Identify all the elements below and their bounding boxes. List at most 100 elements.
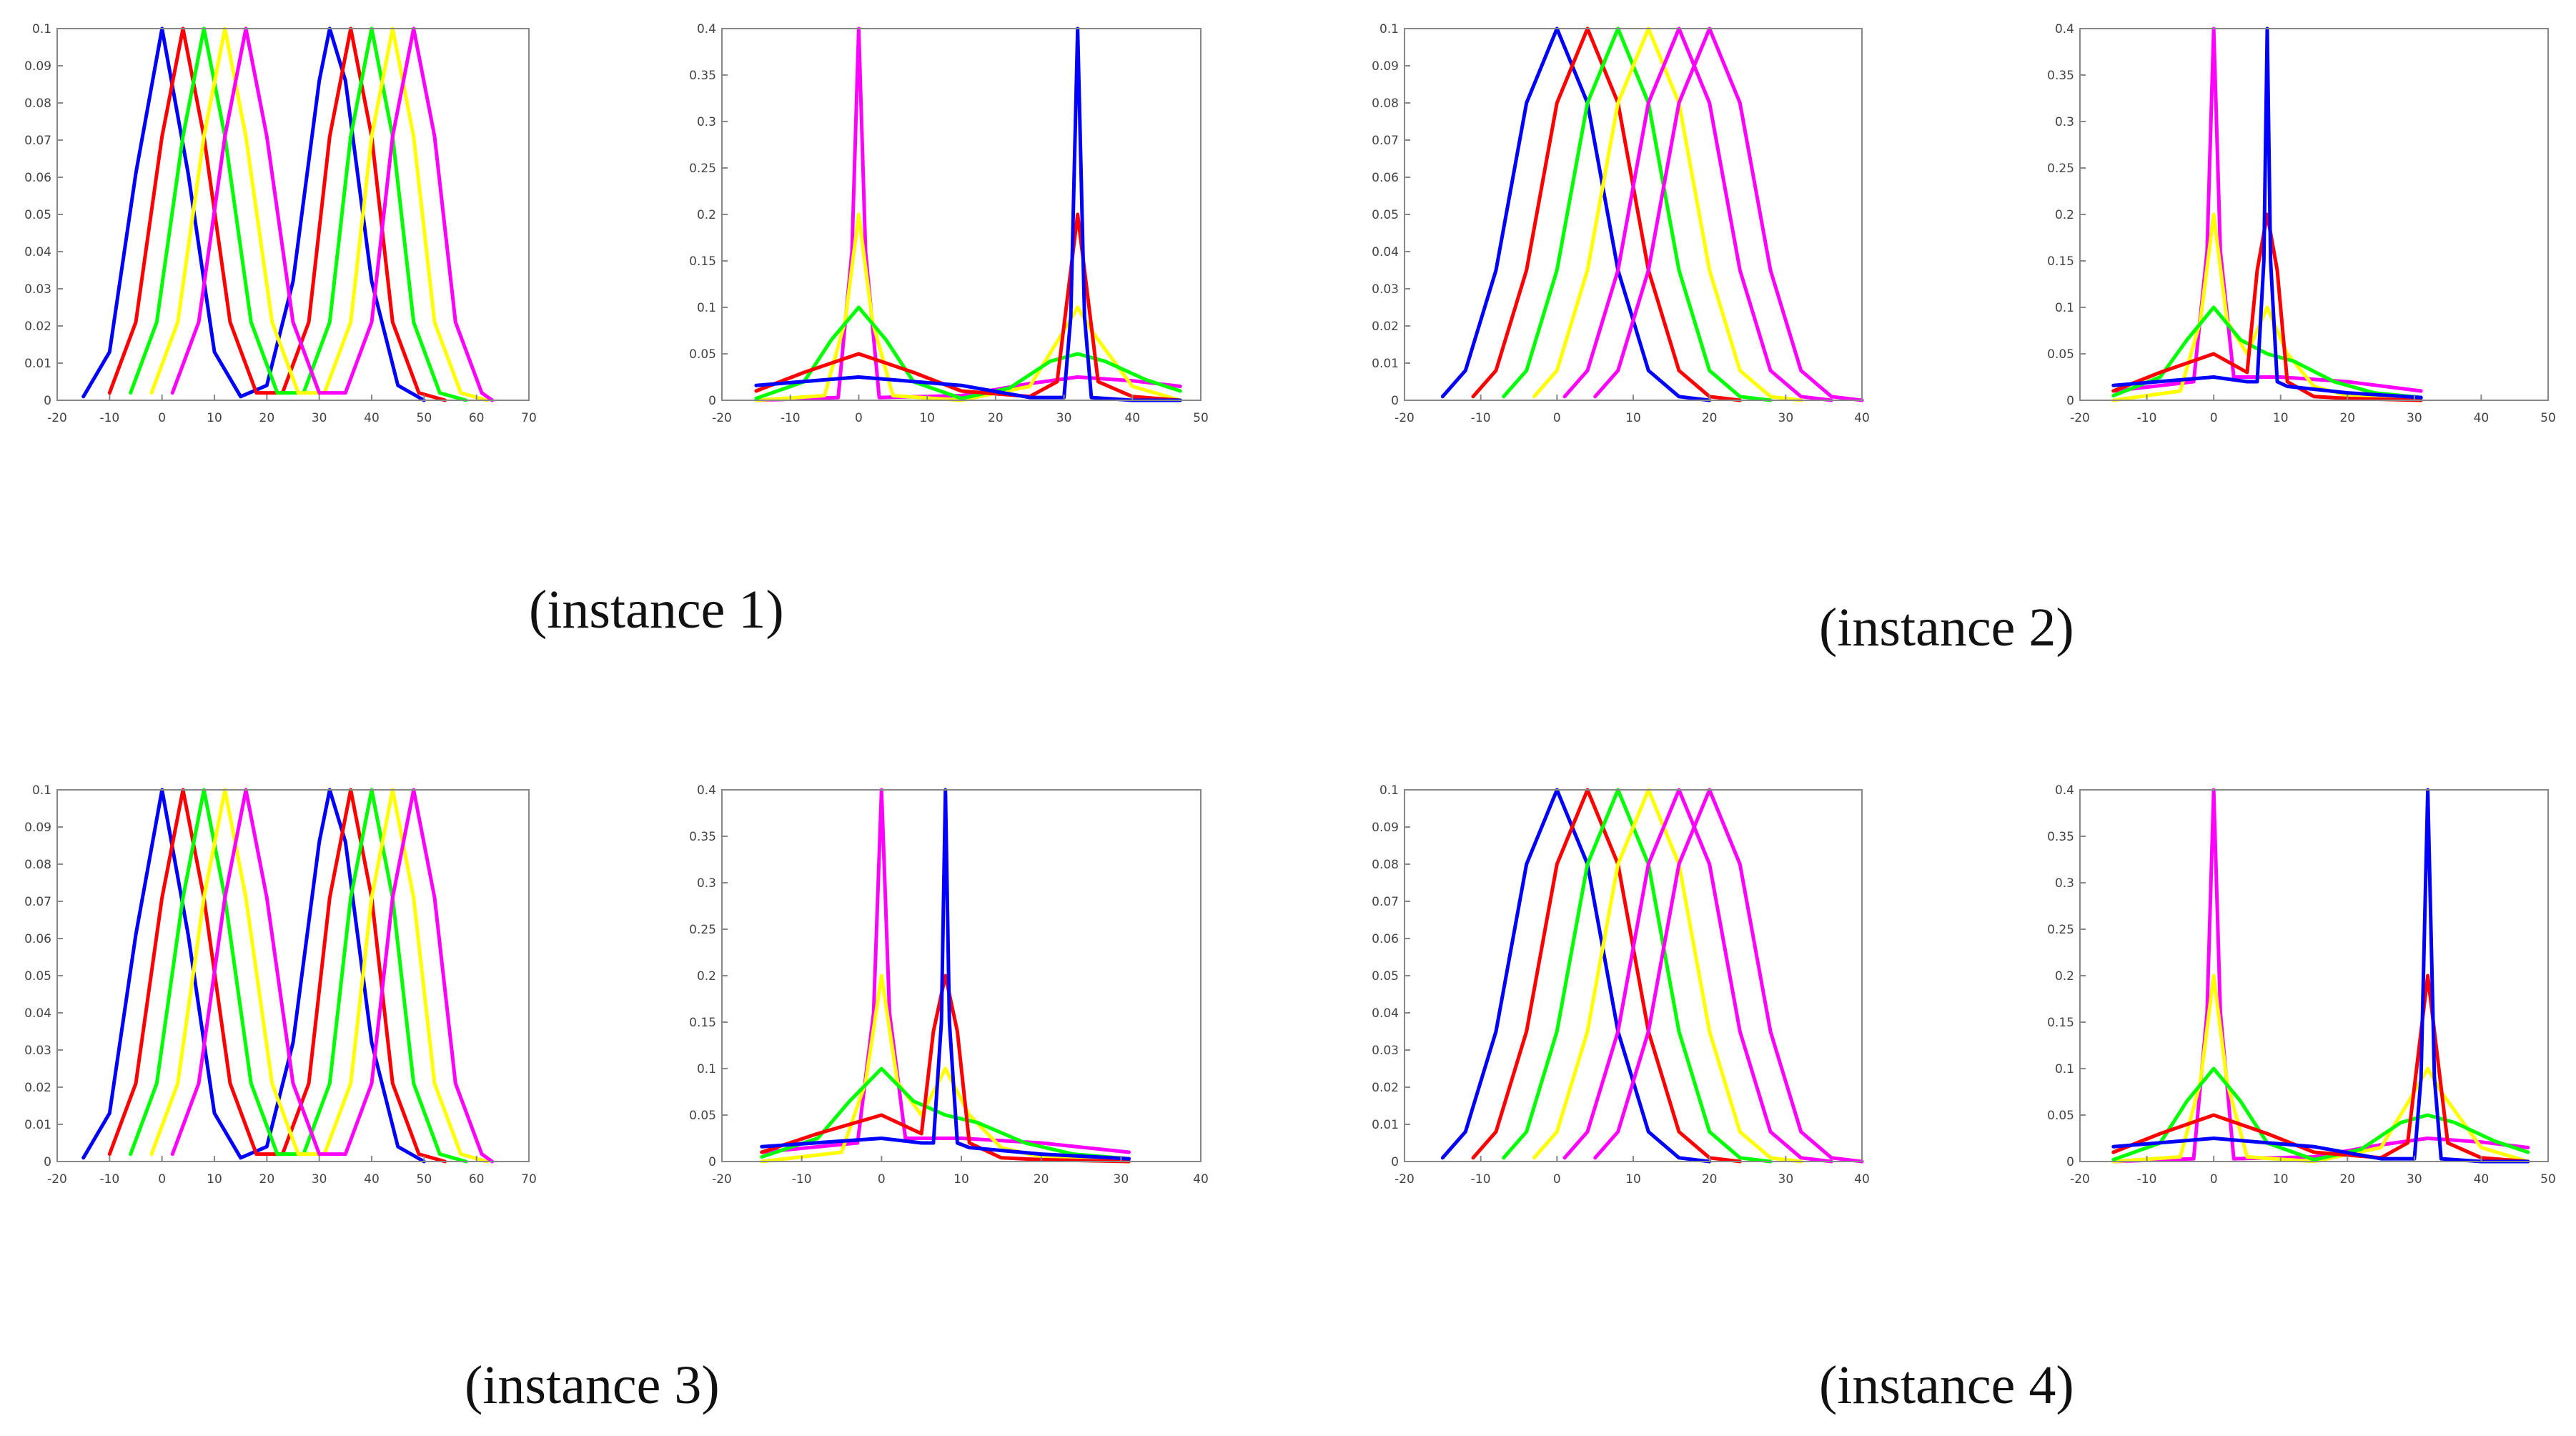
series-line-magenta-5: [1593, 788, 1864, 1164]
x-tick-label: 70: [521, 411, 537, 425]
x-tick-label: 30: [1778, 411, 1794, 425]
x-tick-label: 10: [207, 1172, 222, 1187]
x-tick-label: 30: [2407, 1172, 2422, 1187]
series-line-magenta-0: [754, 26, 1182, 402]
y-tick-label: 0.02: [24, 320, 51, 334]
y-tick-label: 0.15: [689, 1016, 716, 1030]
x-tick-label: 20: [988, 411, 1004, 425]
x-tick-label: 60: [469, 1172, 485, 1187]
chart-instance-1-right: -20 -10 0 10 20 30 40 50 0 0.05 0.1 0.15 0.2 0.25 0.3 0…: [689, 22, 1209, 425]
chart-instance-3-left: -20 -10 0 10 20 30 40 50 60 70 0 0.01 0.02 0.03 0.04 0.…: [24, 783, 537, 1187]
y-tick-label: 0.15: [2047, 254, 2074, 269]
y-tick-label: 0.25: [689, 923, 716, 937]
y-tick-label: 0.35: [2047, 69, 2074, 83]
y-tick-label: 0.07: [1372, 134, 1399, 148]
series-line-red-3: [2111, 974, 2530, 1164]
x-tick-label: 0: [1553, 1172, 1561, 1187]
series-line-magenta-4: [170, 26, 495, 402]
x-tick-label: 30: [312, 411, 327, 425]
x-tick-label: 0: [855, 411, 863, 425]
series-line-green-2: [760, 1066, 1131, 1161]
x-tick-label: 40: [1854, 1172, 1870, 1187]
x-tick-label: 40: [1124, 411, 1140, 425]
plot-frame: [721, 789, 1202, 1162]
y-tick-label: 0.25: [2047, 162, 2074, 176]
x-tick-label: 10: [207, 411, 222, 425]
y-tick-label: 0.03: [24, 1044, 51, 1058]
x-tick-label: 30: [1114, 1172, 1129, 1187]
caption-instance-1: (instance 1): [529, 580, 784, 640]
x-tick-label: 20: [1034, 1172, 1049, 1187]
y-tick-label: 0.06: [1372, 171, 1399, 185]
series-line-green-2: [129, 788, 468, 1164]
x-tick-label: -10: [99, 411, 119, 425]
y-tick-label: 0: [44, 1155, 51, 1169]
caption-instance-3: (instance 3): [465, 1355, 720, 1415]
plot-frame: [2079, 789, 2549, 1162]
x-tick-label: -20: [2070, 1172, 2090, 1187]
y-tick-label: 0: [2066, 394, 2074, 408]
y-tick-label: 0.1: [2055, 1062, 2074, 1076]
x-tick-label: 40: [364, 411, 380, 425]
series-line-blue-4: [2111, 788, 2530, 1164]
x-tick-label: 20: [259, 1172, 275, 1187]
y-tick-label: 0.2: [697, 969, 716, 984]
x-tick-label: -10: [1471, 1172, 1491, 1187]
y-tick-label: 0.3: [2055, 876, 2074, 891]
x-tick-label: -20: [1394, 411, 1415, 425]
x-tick-label: -20: [712, 411, 732, 425]
x-tick-label: 30: [1056, 411, 1072, 425]
y-tick-label: 0.02: [1372, 320, 1399, 334]
series-line-magenta-0: [2111, 26, 2423, 393]
x-tick-label: 40: [1854, 411, 1870, 425]
y-tick-label: 0.04: [24, 245, 51, 259]
y-tick-label: 0.04: [24, 1006, 51, 1021]
x-tick-label: 10: [2273, 411, 2289, 425]
series-line-magenta-0: [2111, 788, 2530, 1164]
x-tick-label: -20: [47, 1172, 67, 1187]
x-tick-label: 0: [1553, 411, 1561, 425]
y-tick-label: 0.1: [1379, 22, 1399, 36]
x-tick-label: 50: [417, 411, 432, 425]
y-tick-label: 0.04: [1372, 245, 1399, 259]
y-tick-label: 0.06: [24, 171, 51, 185]
y-tick-label: 0.35: [689, 69, 716, 83]
x-tick-label: 30: [1778, 1172, 1794, 1187]
x-tick-label: 20: [2339, 1172, 2355, 1187]
y-tick-label: 0: [1391, 394, 1399, 408]
chart-instance-4-right: -20 -10 0 10 20 30 40 50 0 0.05 0.1 0.15 0.2 0.25 0.3 0…: [2047, 783, 2556, 1187]
y-tick-label: 0.25: [689, 162, 716, 176]
y-tick-label: 0.08: [24, 96, 51, 111]
y-tick-label: 0.15: [689, 254, 716, 269]
x-tick-label: -10: [781, 411, 801, 425]
y-tick-label: 0.07: [24, 895, 51, 909]
y-tick-label: 0.4: [2055, 22, 2074, 36]
y-tick-label: 0.08: [1372, 858, 1399, 872]
x-tick-label: 50: [1193, 411, 1209, 425]
x-tick-label: 0: [2210, 411, 2218, 425]
y-tick-label: 0.01: [1372, 1118, 1399, 1132]
x-tick-label: -10: [2137, 1172, 2157, 1187]
x-tick-label: 10: [2273, 1172, 2289, 1187]
y-tick-label: 0.02: [24, 1081, 51, 1095]
y-tick-label: 0.1: [32, 783, 51, 798]
x-tick-label: 70: [521, 1172, 537, 1187]
y-tick-label: 0.05: [689, 1109, 716, 1123]
y-tick-label: 0.2: [2055, 208, 2074, 222]
y-tick-label: 0.09: [1372, 821, 1399, 835]
series-line-blue-0: [81, 26, 426, 402]
y-tick-label: 0.05: [24, 208, 51, 222]
y-tick-label: 0.1: [697, 301, 716, 315]
y-tick-label: 0.04: [1372, 1006, 1399, 1021]
y-tick-label: 0.06: [24, 932, 51, 946]
y-tick-label: 0.03: [1372, 1044, 1399, 1058]
y-tick-label: 0.03: [1372, 282, 1399, 297]
x-tick-label: 0: [2210, 1172, 2218, 1187]
x-tick-label: 10: [953, 1172, 969, 1187]
series-line-magenta-4: [170, 788, 495, 1164]
y-tick-label: 0.05: [2047, 1109, 2074, 1123]
y-tick-label: 0.09: [24, 59, 51, 74]
series-line-yellow-1: [2111, 974, 2530, 1164]
y-tick-label: 0: [1391, 1155, 1399, 1169]
y-tick-label: 0.3: [697, 876, 716, 891]
